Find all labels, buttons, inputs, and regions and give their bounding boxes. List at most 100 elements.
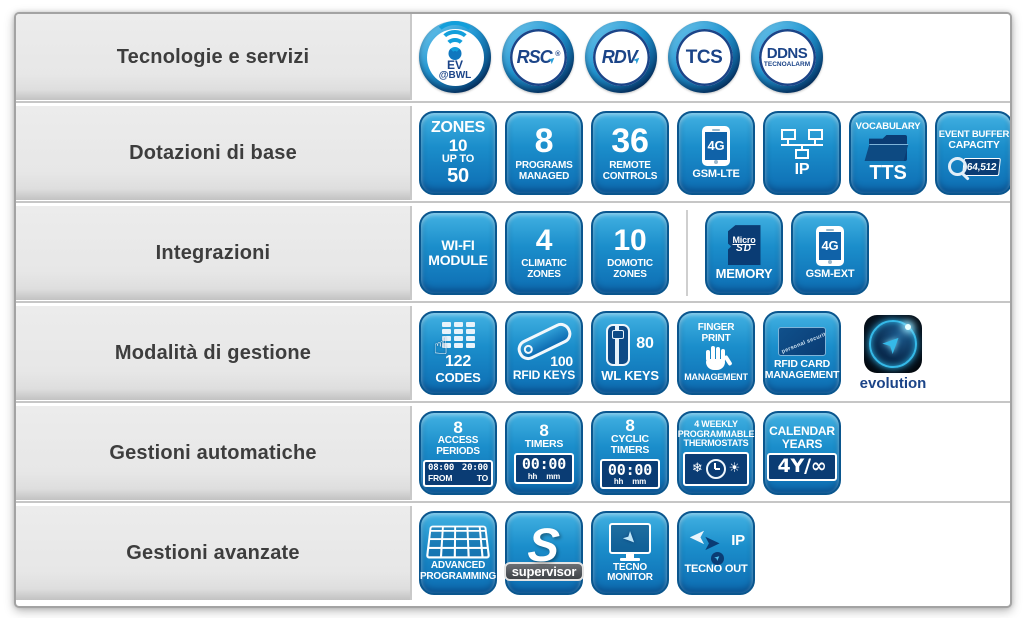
monitor-stand xyxy=(626,554,634,558)
badge-access-periods: 8 ACCESS PERIODS 08:00 20:00 FROM TO xyxy=(419,411,497,495)
tecno-out-ip: IP xyxy=(731,533,745,549)
fingerprint-l2: PRINT xyxy=(701,334,730,345)
badge-gsm-lte: 4G GSM-LTE xyxy=(677,111,755,195)
cyclic-l2: TIMERS xyxy=(611,445,649,456)
badge-rsc: RSC➤® xyxy=(502,21,574,93)
ddns-line2: TECNOALARM xyxy=(764,62,810,69)
badge-event-buffer: EVENT BUFFER CAPACITY 64,512 xyxy=(935,111,1012,195)
row-integrazioni: Integrazioni WI-FI MODULE 4 CLIMATIC ZON… xyxy=(16,206,1010,300)
supervisor-letter: S xyxy=(527,525,561,565)
clock-icon xyxy=(706,459,726,479)
badge-domotic-zones: 10 DOMOTIC ZONES xyxy=(591,211,669,295)
gsm-ext-label: GSM-EXT xyxy=(806,269,855,281)
rfid-keys-num: 100 xyxy=(550,354,573,369)
row-label: Gestioni avanzate xyxy=(126,542,299,565)
access-display: 08:00 20:00 FROM TO xyxy=(423,460,493,486)
ip-label: IP xyxy=(795,162,810,179)
calendar-l1: CALENDAR xyxy=(769,425,835,438)
timers-display: 00:00 hh mm xyxy=(514,453,574,484)
badge-tts: VOCABULARY TTS xyxy=(849,111,927,195)
row-icons-cell: ☝ 122 CODES 100 RFID KEYS 80 WL KEYS FIN… xyxy=(412,306,1010,400)
buffer-value: 64,512 xyxy=(962,158,1001,176)
badge-tcs: TCS xyxy=(668,21,740,93)
badge-advanced-programming: ADVANCED PROGRAMMING xyxy=(419,511,497,595)
feature-table: Tecnologie e servizi EV @BWL RSC➤® RDV➤ xyxy=(14,12,1012,608)
folder-icon xyxy=(869,135,907,161)
row-icons-cell: EV @BWL RSC➤® RDV➤ TCS xyxy=(412,14,1010,100)
ev-bwl-line1: EV xyxy=(447,59,463,71)
row-icons-cell: 8 ACCESS PERIODS 08:00 20:00 FROM TO 8 TIM… xyxy=(412,406,1010,500)
advanced-l2: PROGRAMMING xyxy=(420,572,496,583)
row-label-cell: Gestioni automatiche xyxy=(16,406,412,500)
pointing-hand-icon: ☝ xyxy=(434,334,448,359)
badge-gsm-ext: 4G GSM-EXT xyxy=(791,211,869,295)
fingerprint-label: MANAGEMENT xyxy=(684,373,748,382)
phone-4g-icon: 4G xyxy=(816,226,844,266)
badge-rfid-card: personal security card RFID CARD MANAGEM… xyxy=(763,311,841,395)
calendar-display: 4Y/∞ xyxy=(767,453,837,481)
badge-ip: IP xyxy=(763,111,841,195)
buffer-l2: CAPACITY xyxy=(948,140,999,151)
zones-l4: 50 xyxy=(447,166,469,186)
climatic-l2: ZONES xyxy=(527,270,560,281)
badge-evolution: ➤ evolution xyxy=(849,315,937,392)
domotic-l2: ZONES xyxy=(613,270,646,281)
badge-thermostats: 4 WEEKLY PROGRAMMABLE THERMOSTATS ❄ ☀ xyxy=(677,411,755,495)
ev-bwl-line2: @BWL xyxy=(439,71,472,81)
sun-icon: ☀ xyxy=(729,462,740,475)
evolution-icon: ➤ xyxy=(864,315,922,373)
snowflake-icon: ❄ xyxy=(692,462,703,475)
cyclic-num: 8 xyxy=(625,417,634,434)
phone-4g-icon: 4G xyxy=(702,126,730,166)
monitor-icon: ➤ xyxy=(609,523,651,554)
row-label: Tecnologie e servizi xyxy=(117,46,310,69)
wl-keys-num: 80 xyxy=(636,336,653,353)
monitor-base xyxy=(620,558,640,561)
row-label: Dotazioni di base xyxy=(129,142,297,165)
row-automatiche: Gestioni automatiche 8 ACCESS PERIODS 08… xyxy=(16,406,1010,500)
climatic-num: 4 xyxy=(536,226,553,256)
wl-keys-label: WL KEYS xyxy=(601,369,659,383)
timers-num: 8 xyxy=(539,422,548,439)
keypad-icon: ☝ xyxy=(442,322,475,352)
zones-l1: ZONES xyxy=(431,120,485,137)
row-modalita: Modalità di gestione ☝ 122 CODES 100 RFI… xyxy=(16,306,1010,400)
badge-codes: ☝ 122 CODES xyxy=(419,311,497,395)
plane-icon: ➤ xyxy=(877,327,909,359)
badge-rdv: RDV➤ xyxy=(585,21,657,93)
download-arrow-icon: ➤ xyxy=(619,527,640,548)
codes-num: 122 xyxy=(445,354,471,371)
hand-icon xyxy=(703,346,730,371)
badge-tcs-inner: TCS xyxy=(676,29,733,86)
buffer-glyph: 64,512 xyxy=(948,157,1000,176)
advanced-l1: ADVANCED xyxy=(431,561,485,572)
row-label: Modalità di gestione xyxy=(115,342,311,365)
rsc-logo: RSC➤® xyxy=(517,48,560,66)
thermostat-display: ❄ ☀ xyxy=(683,452,749,486)
badge-wifi-module: WI-FI MODULE xyxy=(419,211,497,295)
badge-climatic-zones: 4 CLIMATIC ZONES xyxy=(505,211,583,295)
timers-l1: TIMERS xyxy=(525,439,563,450)
domotic-l1: DOMOTIC xyxy=(607,259,653,270)
tts-label: TTS xyxy=(869,163,906,184)
row-icons-cell: ADVANCED PROGRAMMING S supervisor ➤ TECN… xyxy=(412,506,1010,600)
arrow-right-icon: ➤ xyxy=(703,532,720,554)
remote-l2: CONTROLS xyxy=(603,172,658,183)
spreadsheet-icon xyxy=(426,526,490,559)
evolution-caption: evolution xyxy=(860,375,927,392)
badge-supervisor: S supervisor xyxy=(505,511,583,595)
badge-calendar-years: CALENDAR YEARS 4Y/∞ xyxy=(763,411,841,495)
row-label-cell: Modalità di gestione xyxy=(16,306,412,400)
remote-key-icon xyxy=(606,324,630,366)
row-label-cell: Gestioni avanzate xyxy=(16,506,412,600)
row-icons-cell: WI-FI MODULE 4 CLIMATIC ZONES 10 DOMOTIC… xyxy=(412,206,1010,300)
badge-rdv-inner: RDV➤ xyxy=(593,29,650,86)
rfid-card-l2: MANAGEMENT xyxy=(765,370,839,381)
climatic-l1: CLIMATIC xyxy=(521,259,566,270)
rfid-card-icon: personal security card xyxy=(778,327,826,356)
row-avanzate: Gestioni avanzate ADVANCED PROGRAMMING S… xyxy=(16,506,1010,600)
programs-l2: MANAGED xyxy=(519,172,569,183)
badge-tecno-out: ➤ ➤ IP ➤ TECNO OUT xyxy=(677,511,755,595)
row-icons-cell: ZONES 10 UP TO 50 8 PROGRAMS MANAGED 36 … xyxy=(412,106,1012,200)
cyclic-display: 00:00 hh mm xyxy=(600,459,660,490)
